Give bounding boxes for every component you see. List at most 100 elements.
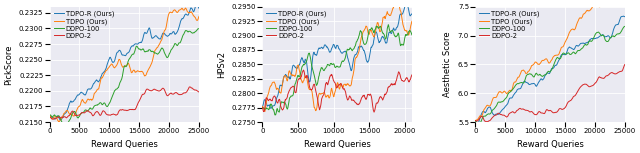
DDPO-2 — [382, 92, 390, 94]
TDPO-R (Ours) — [408, 13, 415, 15]
TDPO (Ours) — [192, 18, 200, 20]
DDPO-100 — [117, 80, 125, 82]
DDPO-100 — [333, 65, 340, 67]
TDPO-R (Ours) — [543, 72, 551, 74]
TDPO (Ours) — [195, 15, 203, 17]
DDPO-100 — [264, 108, 271, 110]
DDPO-2 — [117, 109, 125, 111]
DDPO-100 — [382, 38, 390, 39]
Line: DDPO-100: DDPO-100 — [49, 29, 199, 127]
TDPO-R (Ours) — [620, 15, 627, 17]
DDPO-100 — [408, 34, 415, 36]
TDPO (Ours) — [55, 121, 63, 123]
Line: TDPO-R (Ours): TDPO-R (Ours) — [262, 4, 412, 108]
DDPO-100 — [472, 120, 479, 122]
DDPO-2 — [309, 87, 317, 88]
Line: DDPO-2: DDPO-2 — [476, 65, 625, 122]
Line: TDPO (Ours): TDPO (Ours) — [262, 0, 412, 111]
TDPO (Ours) — [264, 94, 271, 96]
DDPO-100 — [543, 73, 550, 75]
DDPO-2 — [408, 74, 415, 76]
DDPO-2 — [186, 86, 194, 88]
DDPO-100 — [543, 71, 551, 73]
TDPO (Ours) — [127, 70, 134, 71]
Line: DDPO-2: DDPO-2 — [262, 70, 412, 112]
TDPO-R (Ours) — [382, 42, 390, 44]
DDPO-2 — [561, 107, 568, 109]
TDPO-R (Ours) — [594, 37, 602, 38]
TDPO-R (Ours) — [259, 106, 266, 108]
TDPO-R (Ours) — [309, 56, 317, 58]
DDPO-100 — [259, 107, 266, 109]
DDPO-2 — [168, 93, 176, 95]
DDPO-100 — [476, 122, 483, 124]
TDPO (Ours) — [135, 70, 143, 72]
Y-axis label: PickScore: PickScore — [4, 44, 13, 85]
DDPO-100 — [326, 65, 333, 67]
DDPO-2 — [621, 64, 628, 65]
Y-axis label: Aesthetic Score: Aesthetic Score — [444, 32, 452, 97]
DDPO-2 — [594, 77, 602, 79]
DDPO-100 — [309, 69, 317, 71]
DDPO-100 — [552, 58, 560, 60]
TDPO-R (Ours) — [402, 3, 410, 5]
TDPO (Ours) — [594, 5, 602, 6]
TDPO (Ours) — [543, 59, 551, 61]
DDPO-2 — [333, 87, 340, 89]
TDPO (Ours) — [552, 54, 560, 56]
TDPO-R (Ours) — [45, 114, 53, 116]
DDPO-2 — [543, 109, 551, 111]
TDPO-R (Ours) — [621, 16, 628, 18]
DDPO-2 — [326, 77, 333, 79]
Legend: TDPO-R (Ours), TDPO (Ours), DDPO-100, DDPO-2: TDPO-R (Ours), TDPO (Ours), DDPO-100, DD… — [53, 10, 115, 39]
DDPO-2 — [135, 101, 143, 103]
TDPO-R (Ours) — [195, 7, 203, 9]
TDPO (Ours) — [261, 110, 269, 112]
DDPO-2 — [50, 118, 58, 120]
Line: DDPO-2: DDPO-2 — [49, 87, 199, 119]
DDPO-100 — [168, 47, 176, 49]
TDPO-R (Ours) — [193, 2, 200, 4]
TDPO-R (Ours) — [267, 107, 275, 109]
X-axis label: Reward Queries: Reward Queries — [304, 140, 371, 149]
TDPO-R (Ours) — [127, 47, 134, 49]
TDPO (Ours) — [118, 64, 125, 66]
DDPO-100 — [118, 78, 125, 80]
DDPO-2 — [403, 77, 410, 79]
TDPO-R (Ours) — [264, 105, 271, 107]
DDPO-2 — [483, 121, 490, 123]
Line: TDPO (Ours): TDPO (Ours) — [49, 8, 199, 122]
DDPO-2 — [543, 109, 550, 111]
TDPO-R (Ours) — [192, 4, 200, 6]
DDPO-2 — [472, 120, 479, 121]
DDPO-2 — [264, 98, 271, 100]
TDPO (Ours) — [309, 96, 317, 98]
DDPO-2 — [370, 111, 378, 113]
DDPO-2 — [118, 109, 125, 111]
TDPO (Ours) — [182, 7, 189, 9]
TDPO (Ours) — [326, 97, 333, 99]
DDPO-100 — [618, 30, 625, 32]
TDPO (Ours) — [333, 84, 340, 86]
DDPO-100 — [621, 26, 628, 27]
TDPO (Ours) — [117, 62, 125, 64]
TDPO-R (Ours) — [552, 64, 560, 66]
DDPO-2 — [45, 116, 53, 118]
DDPO-100 — [594, 31, 602, 33]
DDPO-2 — [552, 111, 560, 113]
Line: DDPO-100: DDPO-100 — [262, 25, 412, 115]
DDPO-100 — [60, 126, 68, 127]
X-axis label: Reward Queries: Reward Queries — [91, 140, 157, 149]
TDPO-R (Ours) — [326, 51, 333, 53]
DDPO-100 — [271, 114, 279, 116]
Y-axis label: HPSv2: HPSv2 — [217, 51, 226, 78]
DDPO-100 — [45, 114, 53, 116]
DDPO-100 — [127, 56, 134, 58]
TDPO (Ours) — [561, 43, 568, 45]
TDPO (Ours) — [168, 12, 176, 13]
TDPO (Ours) — [543, 58, 550, 60]
TDPO-R (Ours) — [135, 42, 143, 44]
TDPO (Ours) — [472, 119, 479, 121]
DDPO-100 — [135, 48, 143, 50]
DDPO-100 — [385, 24, 392, 26]
